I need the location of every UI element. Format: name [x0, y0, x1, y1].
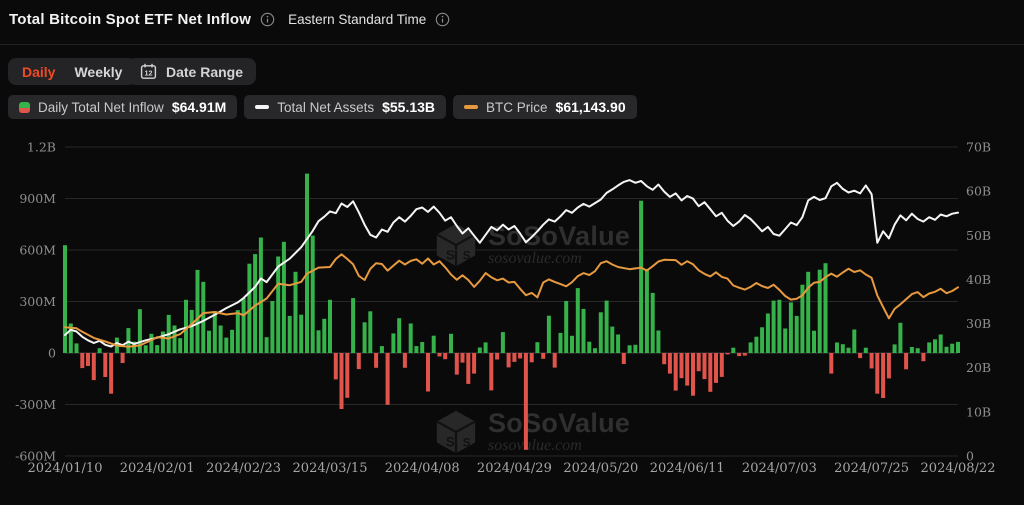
period-tabs: Daily Weekly	[8, 58, 137, 85]
svg-text:2024/01/10: 2024/01/10	[28, 461, 103, 476]
svg-text:40B: 40B	[966, 272, 991, 287]
title-info-icon[interactable]	[260, 12, 275, 27]
svg-text:-600M: -600M	[15, 449, 56, 464]
x-axis-labels: 2024/01/10 2024/02/01 2024/02/23 2024/03/15…	[28, 461, 996, 476]
svg-text:50B: 50B	[966, 228, 991, 243]
btc-price-line	[64, 253, 959, 348]
btc-price-swatch-icon	[464, 105, 479, 109]
calendar-icon: 12	[140, 63, 157, 80]
inflow-chart-svg: 1.2B 900M 600M 300M 0 -300M -600M 70B 60B 50B 40B 3…	[15, 140, 996, 477]
svg-text:900M: 900M	[19, 191, 56, 206]
legend-value: $55.13B	[382, 99, 436, 115]
y-axis-left-labels: 1.2B 900M 600M 300M 0 -300M -600M	[15, 140, 56, 464]
legend-name: Daily Total Net Inflow	[38, 99, 164, 115]
timezone-label: Eastern Standard Time	[288, 12, 427, 27]
legend-item-btc-price[interactable]: BTC Price $61,143.90	[453, 95, 637, 119]
legend-item-net-inflow[interactable]: Daily Total Net Inflow $64.91M	[8, 95, 238, 119]
legend-item-net-assets[interactable]: Total Net Assets $55.13B	[244, 95, 447, 119]
date-range-label: Date Range	[166, 63, 244, 80]
header: Total Bitcoin Spot ETF Net Inflow Easter…	[9, 11, 450, 28]
svg-text:0: 0	[48, 346, 56, 361]
legend-name: Total Net Assets	[277, 99, 375, 115]
svg-text:2024/05/20: 2024/05/20	[563, 461, 638, 476]
svg-text:1.2B: 1.2B	[27, 140, 56, 155]
svg-text:600M: 600M	[19, 243, 56, 258]
header-divider	[0, 44, 1024, 45]
legend-value: $61,143.90	[555, 99, 626, 115]
tab-weekly[interactable]: Weekly	[74, 63, 123, 80]
svg-text:12: 12	[145, 69, 153, 78]
y-axis-right-labels: 70B 60B 50B 40B 30B 20B 10B 0	[966, 140, 991, 464]
svg-text:2024/07/03: 2024/07/03	[742, 461, 817, 476]
svg-text:-300M: -300M	[15, 397, 56, 412]
svg-text:2024/07/25: 2024/07/25	[834, 461, 909, 476]
svg-text:70B: 70B	[966, 140, 991, 155]
svg-text:300M: 300M	[19, 294, 56, 309]
svg-text:2024/03/15: 2024/03/15	[293, 461, 368, 476]
legend-value: $64.91M	[171, 99, 227, 115]
timezone-info-icon[interactable]	[435, 12, 450, 27]
svg-text:10B: 10B	[966, 404, 991, 419]
svg-text:2024/02/23: 2024/02/23	[206, 461, 281, 476]
total-net-assets-line	[64, 179, 959, 348]
net-inflow-swatch-icon	[19, 101, 30, 113]
svg-text:60B: 60B	[966, 184, 991, 199]
svg-text:0: 0	[966, 449, 974, 464]
svg-text:20B: 20B	[966, 360, 991, 375]
svg-text:2024/04/29: 2024/04/29	[477, 461, 552, 476]
net-assets-swatch-icon	[255, 105, 270, 109]
chart-legend: Daily Total Net Inflow $64.91M Total Net…	[8, 95, 637, 119]
svg-text:30B: 30B	[966, 316, 991, 331]
svg-text:2024/04/08: 2024/04/08	[385, 461, 460, 476]
net-inflow-bars	[63, 173, 960, 450]
svg-text:2024/02/01: 2024/02/01	[120, 461, 195, 476]
tab-daily[interactable]: Daily	[22, 63, 56, 80]
date-range-button[interactable]: 12 Date Range	[127, 58, 257, 85]
inflow-chart-area[interactable]: 1.2B 900M 600M 300M 0 -300M -600M 70B 60B 50B 40B 3…	[0, 130, 1024, 505]
svg-text:2024/06/11: 2024/06/11	[650, 461, 725, 476]
page-title: Total Bitcoin Spot ETF Net Inflow	[9, 11, 252, 28]
svg-text:2024/08/22: 2024/08/22	[921, 461, 996, 476]
legend-name: BTC Price	[486, 99, 548, 115]
